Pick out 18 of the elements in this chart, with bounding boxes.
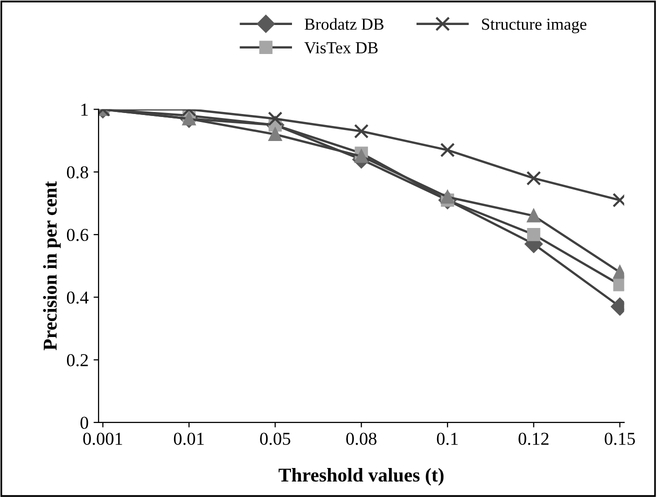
x-tick-label: 0.1 — [436, 432, 458, 445]
y-tick-label: 0 — [80, 416, 88, 429]
y-tick-label: 0.2 — [66, 354, 88, 366]
legend-label: Brodatz DB — [304, 18, 384, 30]
y-tick-label: 0.8 — [66, 166, 88, 178]
y-tick-label: 0.4 — [66, 291, 89, 304]
x-tick-label: 0.01 — [174, 432, 204, 445]
x-axis-title: Threshold values (t) — [278, 468, 444, 486]
x-tick-label: 0.08 — [346, 432, 376, 445]
x-tick-label: 0.05 — [260, 432, 290, 445]
x-tick-label: 0.12 — [518, 432, 548, 445]
y-tick-label: 0.6 — [66, 228, 88, 242]
x-tick-label: 0.15 — [604, 432, 635, 445]
y-axis-title: Precision in per cent — [43, 181, 61, 350]
legend-label: VisTex DB — [304, 42, 378, 54]
x-tick-label: 0.001 — [83, 432, 122, 445]
y-tick-label: 1 — [81, 104, 88, 116]
legend-label: Structure image — [482, 18, 586, 34]
